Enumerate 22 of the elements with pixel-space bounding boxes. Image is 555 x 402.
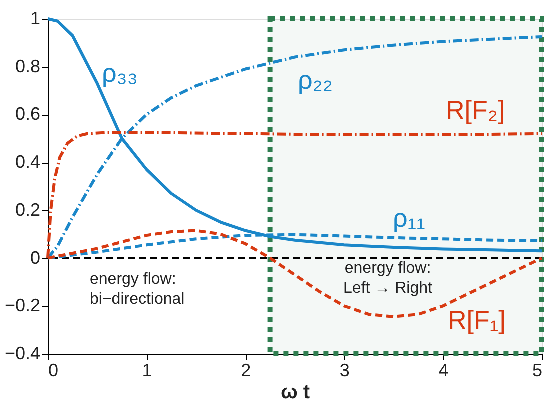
y-tick-label: −0.2 [4, 296, 40, 316]
series-label: R[F₁] [448, 305, 506, 335]
y-tick-label: 0.2 [15, 200, 40, 220]
y-tick-label: −0.4 [4, 344, 40, 364]
series-label: ρ₂₂ [298, 65, 333, 95]
x-tick-label: 1 [142, 360, 152, 380]
y-tick-label: 0.4 [15, 152, 40, 172]
y-tick-label: 0.6 [15, 104, 40, 124]
x-tick-label: 3 [340, 360, 350, 380]
x-tick-label: 5 [532, 360, 542, 380]
y-tick-label: 0.8 [15, 56, 40, 76]
annotation: energy flow: Left → Right [344, 260, 434, 297]
series-label: ρ₃₃ [102, 58, 138, 88]
x-tick-label: 2 [241, 360, 252, 380]
x-tick-label: 4 [438, 360, 449, 380]
y-tick-label: 1 [30, 8, 40, 28]
series-label: ρ₁₁ [393, 203, 426, 233]
x-axis-title: ω t [280, 382, 310, 402]
annotation: energy flow: bi−directional [90, 271, 185, 308]
series-label: R[F₂] [446, 95, 506, 125]
x-tick-label: 0 [48, 360, 59, 380]
y-tick-label: 0 [30, 248, 40, 268]
